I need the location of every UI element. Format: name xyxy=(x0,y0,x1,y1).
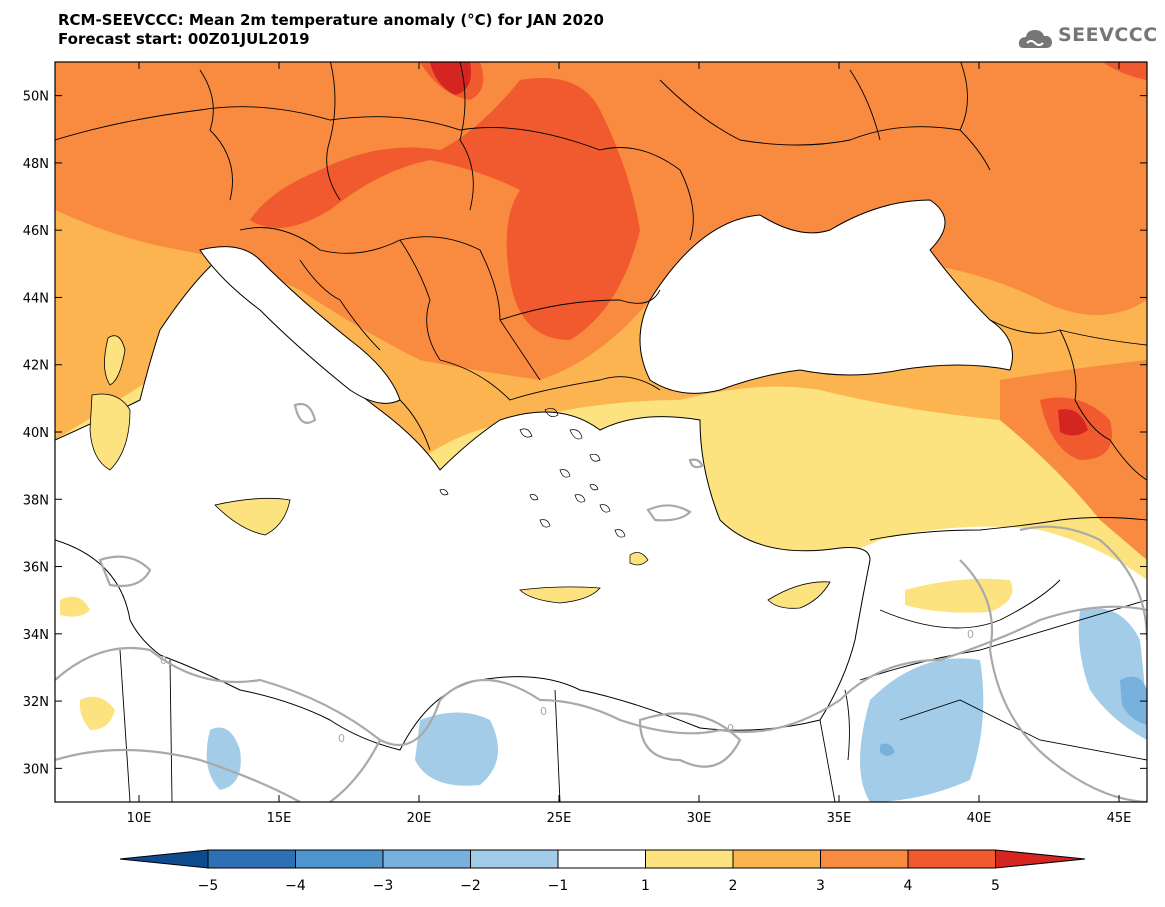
colorbar-cell xyxy=(907,849,996,869)
colorbar-label: −1 xyxy=(548,878,569,894)
black-sea xyxy=(639,199,1013,394)
colorbar-cell xyxy=(382,849,471,869)
island-crete xyxy=(519,586,601,604)
lon-tick-label: 45E xyxy=(1107,811,1132,826)
colorbar-cell xyxy=(295,849,384,869)
colorbar-cell xyxy=(732,849,821,869)
logo-text: SEEVCCC xyxy=(1058,24,1158,46)
island-sardinia xyxy=(89,393,131,471)
lat-tick-label: 48N xyxy=(23,157,49,172)
colorbar-low-extension xyxy=(119,849,209,869)
island-cyprus xyxy=(767,581,831,609)
lat-tick-label: 40N xyxy=(23,426,49,441)
lat-tick-label: 32N xyxy=(23,695,49,710)
lon-tick-label: 35E xyxy=(827,811,852,826)
lat-tick-label: 36N xyxy=(23,561,49,576)
colorbar-cell xyxy=(820,849,909,869)
lat-tick-label: 34N xyxy=(23,628,49,643)
colorbar-label: 1 xyxy=(641,878,650,894)
island-sicily xyxy=(214,497,291,536)
mediterranean-sea xyxy=(55,249,871,751)
colorbar-cell xyxy=(557,849,646,869)
lat-tick-label: 44N xyxy=(23,291,49,306)
lon-tick-label: 15E xyxy=(267,811,292,826)
colorbar-label: 5 xyxy=(991,878,1000,894)
contour-label: 0 xyxy=(967,628,974,641)
colorbar-label: −2 xyxy=(460,878,481,894)
colorbar-cell xyxy=(207,849,296,869)
lon-tick-label: 40E xyxy=(967,811,992,826)
anomaly-band-minus-1-minus-2 xyxy=(415,712,498,786)
island-corsica xyxy=(104,335,126,386)
contour-label: 0 xyxy=(160,654,167,667)
cloud-icon xyxy=(1018,30,1052,48)
contour-label: 0 xyxy=(338,732,345,745)
lat-tick-label: 30N xyxy=(23,762,49,777)
colorbar-label: 4 xyxy=(904,878,913,894)
colorbar-label: −5 xyxy=(198,878,219,894)
lon-tick-label: 20E xyxy=(407,811,432,826)
map-title: RCM-SEEVCCC: Mean 2m temperature anomaly… xyxy=(58,11,604,29)
colorbar-high-extension xyxy=(995,849,1086,869)
lon-tick-label: 10E xyxy=(127,811,152,826)
colorbar-label: 3 xyxy=(816,878,825,894)
lat-tick-label: 42N xyxy=(23,359,49,374)
colorbar-label: −4 xyxy=(285,878,306,894)
contour-label: 0 xyxy=(727,722,734,735)
colorbar-label: 2 xyxy=(729,878,738,894)
colorbar-label: −3 xyxy=(373,878,394,894)
zero-contours xyxy=(55,402,1147,802)
colorbar-cell xyxy=(645,849,734,869)
lat-tick-label: 46N xyxy=(23,224,49,239)
colorbar-cell xyxy=(470,849,559,869)
lon-tick-label: 25E xyxy=(547,811,572,826)
forecast-start: Forecast start: 00Z01JUL2019 xyxy=(58,30,310,48)
lon-tick-label: 30E xyxy=(687,811,712,826)
lat-tick-label: 50N xyxy=(23,90,49,105)
contour-label: 0 xyxy=(540,705,547,718)
lat-tick-label: 38N xyxy=(23,493,49,508)
